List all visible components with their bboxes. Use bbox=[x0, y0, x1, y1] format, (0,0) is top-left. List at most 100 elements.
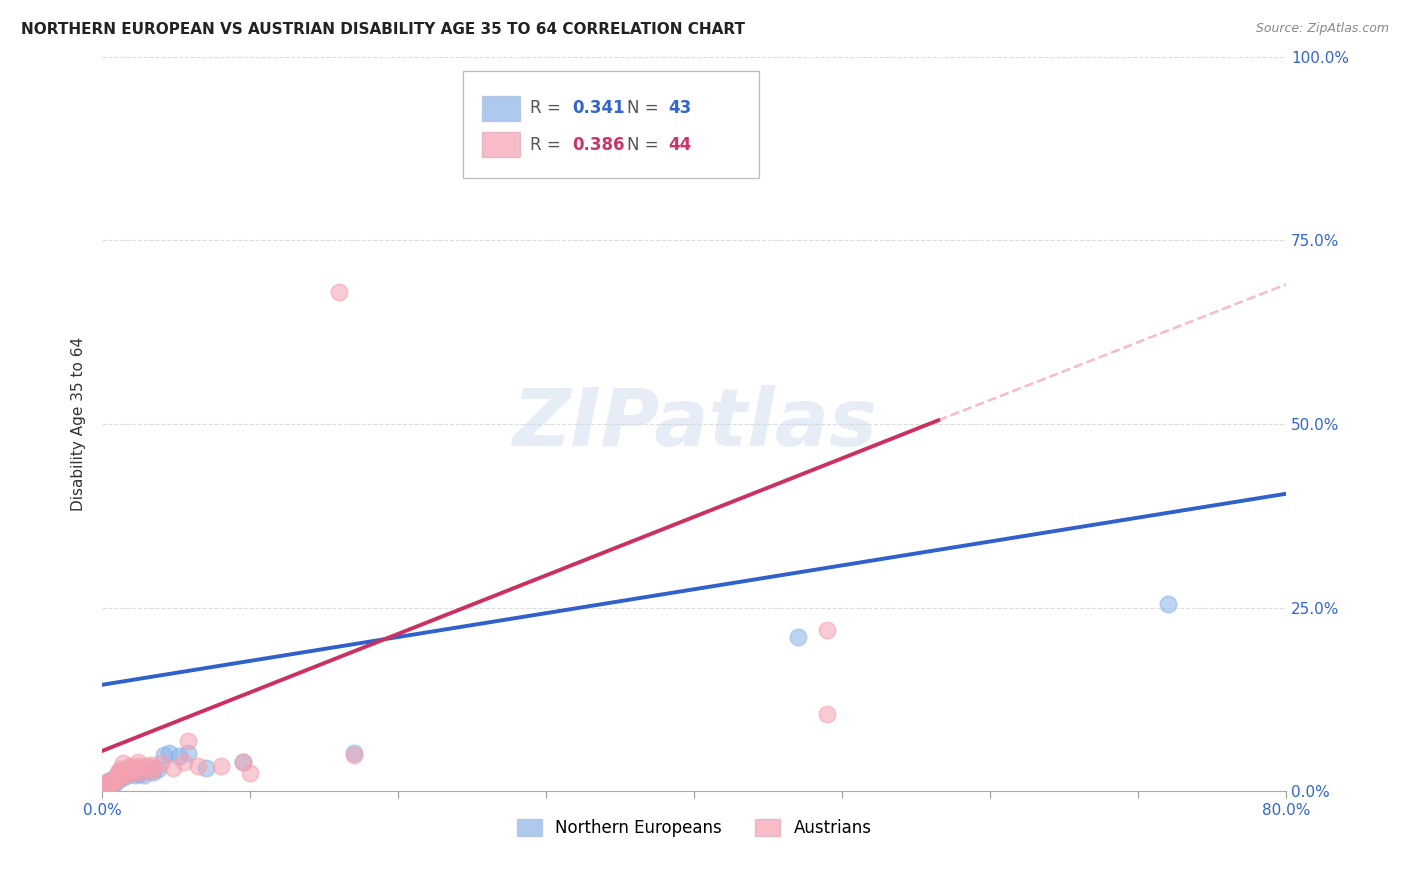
Point bbox=[124, 768, 146, 782]
Point bbox=[97, 775, 120, 789]
Point bbox=[343, 747, 366, 762]
Point bbox=[105, 768, 128, 782]
Point bbox=[132, 768, 155, 782]
Point bbox=[139, 757, 162, 772]
Point bbox=[132, 761, 155, 775]
Point bbox=[135, 758, 157, 772]
Text: 0.386: 0.386 bbox=[572, 136, 624, 153]
Point bbox=[157, 746, 180, 760]
Point bbox=[121, 762, 143, 776]
Point bbox=[110, 765, 132, 780]
Point bbox=[115, 768, 138, 782]
Point bbox=[129, 764, 152, 778]
Point bbox=[104, 770, 127, 784]
Point bbox=[104, 774, 127, 789]
Text: R =: R = bbox=[530, 136, 565, 153]
Point bbox=[117, 761, 139, 775]
Point bbox=[100, 774, 122, 789]
Legend: Northern Europeans, Austrians: Northern Europeans, Austrians bbox=[509, 811, 880, 846]
Point bbox=[96, 777, 118, 791]
Point bbox=[107, 765, 129, 780]
Point bbox=[115, 768, 138, 782]
Point bbox=[107, 771, 129, 785]
Point bbox=[138, 764, 160, 778]
Text: 43: 43 bbox=[668, 99, 692, 117]
Text: N =: N = bbox=[627, 99, 664, 117]
Point bbox=[107, 766, 129, 780]
Point bbox=[118, 766, 141, 780]
Point bbox=[104, 774, 127, 789]
Point bbox=[111, 766, 134, 780]
Point bbox=[121, 765, 143, 780]
Point bbox=[153, 747, 176, 762]
Text: NORTHERN EUROPEAN VS AUSTRIAN DISABILITY AGE 35 TO 64 CORRELATION CHART: NORTHERN EUROPEAN VS AUSTRIAN DISABILITY… bbox=[21, 22, 745, 37]
Text: N =: N = bbox=[627, 136, 664, 153]
Point bbox=[125, 762, 148, 776]
Point bbox=[98, 773, 121, 788]
Point bbox=[209, 758, 232, 772]
Point bbox=[94, 777, 117, 791]
Point bbox=[135, 764, 157, 778]
Point bbox=[141, 765, 163, 780]
Point bbox=[96, 775, 118, 789]
Point bbox=[101, 772, 124, 787]
Point bbox=[343, 746, 366, 760]
Point bbox=[111, 756, 134, 771]
Point bbox=[110, 768, 132, 782]
Point bbox=[118, 764, 141, 778]
Point bbox=[124, 761, 146, 775]
Point bbox=[105, 770, 128, 784]
Point bbox=[103, 777, 125, 791]
Point bbox=[101, 775, 124, 789]
Point bbox=[143, 762, 166, 776]
Point bbox=[815, 623, 838, 637]
Point bbox=[103, 772, 125, 787]
FancyBboxPatch shape bbox=[463, 71, 759, 178]
Point bbox=[100, 777, 122, 791]
Point bbox=[128, 758, 150, 772]
Point bbox=[1156, 597, 1178, 611]
Point bbox=[122, 765, 145, 780]
Point bbox=[110, 766, 132, 780]
Point bbox=[187, 758, 209, 772]
Point bbox=[150, 756, 173, 771]
Point bbox=[125, 765, 148, 780]
Point bbox=[107, 772, 129, 787]
Point bbox=[122, 762, 145, 776]
Point bbox=[173, 755, 195, 769]
FancyBboxPatch shape bbox=[482, 95, 520, 120]
Text: 0.341: 0.341 bbox=[572, 99, 624, 117]
Point bbox=[104, 771, 127, 785]
Y-axis label: Disability Age 35 to 64: Disability Age 35 to 64 bbox=[72, 337, 86, 511]
Point bbox=[108, 771, 131, 785]
Point bbox=[94, 778, 117, 792]
Point bbox=[167, 749, 190, 764]
FancyBboxPatch shape bbox=[482, 132, 520, 157]
Point bbox=[177, 734, 200, 748]
Point bbox=[232, 755, 254, 769]
Point bbox=[177, 746, 200, 760]
Point bbox=[108, 762, 131, 776]
Point bbox=[148, 762, 170, 776]
Point bbox=[112, 770, 135, 784]
Point bbox=[105, 768, 128, 782]
Point bbox=[112, 764, 135, 778]
Point bbox=[100, 774, 122, 789]
Text: R =: R = bbox=[530, 99, 565, 117]
Point bbox=[328, 285, 350, 299]
Point bbox=[127, 755, 149, 769]
Point bbox=[129, 765, 152, 780]
Point bbox=[162, 761, 184, 775]
Point bbox=[98, 777, 121, 791]
Point bbox=[815, 707, 838, 722]
Point bbox=[117, 764, 139, 778]
Point bbox=[101, 775, 124, 789]
Point bbox=[120, 759, 142, 773]
Point bbox=[194, 761, 217, 775]
Text: Source: ZipAtlas.com: Source: ZipAtlas.com bbox=[1256, 22, 1389, 36]
Point bbox=[786, 630, 808, 644]
Point bbox=[97, 778, 120, 792]
Point bbox=[138, 762, 160, 776]
Point bbox=[128, 766, 150, 780]
Text: 44: 44 bbox=[668, 136, 692, 153]
